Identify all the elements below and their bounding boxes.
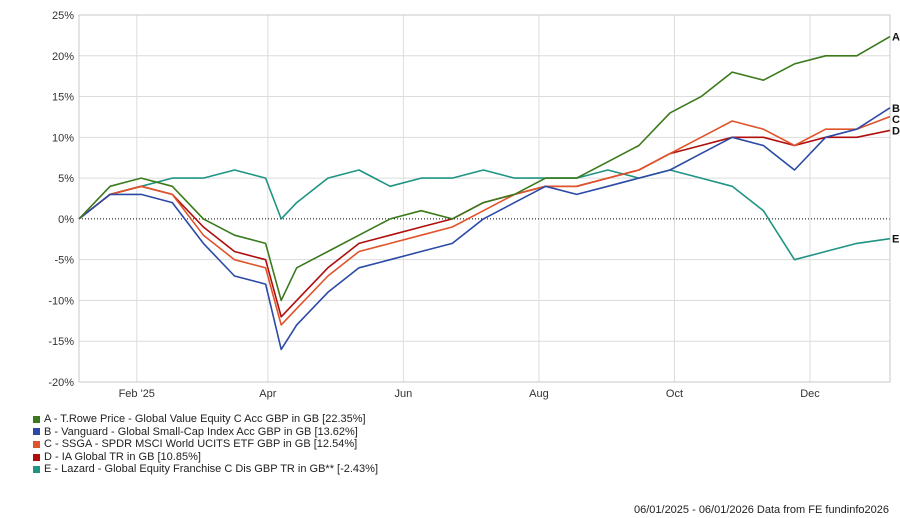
y-tick-label: 25% [52,10,74,22]
legend-swatch-b [33,428,40,436]
legend-label-c: C - SSGA - SPDR MSCI World UCITS ETF GBP… [44,438,358,451]
legend-item-c[interactable]: C - SSGA - SPDR MSCI World UCITS ETF GBP… [33,438,378,451]
y-tick-label: -20% [48,377,74,389]
series-line-e [78,169,891,261]
legend-label-e: E - Lazard - Global Equity Franchise C D… [44,463,379,476]
legend-swatch-e [33,466,40,474]
series-line-a [78,35,891,302]
series-line-c [78,115,891,326]
legend-swatch-a [33,415,40,423]
series-line-d [78,129,891,318]
x-tick-label: Feb '25 [119,388,155,400]
data-source-footer: 06/01/2025 - 06/01/2026 Data from FE fun… [633,504,889,516]
series-end-label-a: A [892,32,900,44]
legend-item-d[interactable]: D - IA Global TR in GB [10.85%] [33,451,378,464]
x-tick-label: Apr [259,388,276,400]
x-tick-label: Dec [800,388,820,400]
series-end-label-e: E [892,234,899,246]
x-tick-label: Aug [529,388,549,400]
legend-label-d: D - IA Global TR in GB [10.85%] [44,450,201,463]
chart: -20% -15% -10% -5% 0% 5% 10% 15% 20% 25% Feb '25 Ap… [48,10,900,400]
legend-item-e[interactable]: E - Lazard - Global Equity Franchise C D… [33,463,378,476]
y-tick-label: 0% [58,214,74,226]
y-tick-label: 5% [58,173,74,185]
y-tick-label: 20% [52,51,74,63]
legend-label-a: A - T.Rowe Price - Global Value Equity C… [44,413,366,425]
x-tick-label: Jun [395,388,413,400]
legend-item-b[interactable]: B - Vanguard - Global Small-Cap Index Ac… [33,426,378,439]
legend-label-b: B - Vanguard - Global Small-Cap Index Ac… [44,425,358,438]
x-tick-label: Oct [666,388,683,400]
legend-swatch-d [33,453,40,461]
legend: A - T.Rowe Price - Global Value Equity C… [33,413,378,476]
series-end-label-d: D [892,125,900,137]
y-tick-label: -5% [54,255,74,267]
series-end-label-b: B [892,103,900,115]
legend-item-a[interactable]: A - T.Rowe Price - Global Value Equity C… [33,413,378,426]
plot-area-frame [78,14,891,383]
y-tick-label: 15% [52,92,74,104]
series-line-b [78,107,891,351]
y-tick-label: 10% [52,132,74,144]
series-end-label-c: C [892,114,900,126]
y-tick-label: -15% [48,336,74,348]
legend-swatch-c [33,440,40,448]
y-tick-label: -10% [48,295,74,307]
